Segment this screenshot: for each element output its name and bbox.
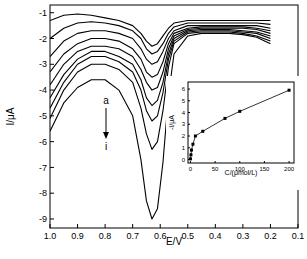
y-tick-label: 5: [182, 98, 186, 104]
x-tick-label: 0.3: [237, 231, 250, 241]
x-tick: [239, 161, 240, 163]
x-tick: [160, 224, 161, 228]
y-tick: [188, 124, 190, 125]
marker: [189, 153, 192, 156]
x-tick-label: 1.0: [44, 231, 57, 241]
marker: [223, 117, 226, 120]
x-tick: [215, 161, 216, 163]
x-tick-label: 0.5: [182, 231, 195, 241]
chart: 1.0 0.9 0.8 0.7 0.6 0.5 0.4 0.3 0.2 0.1 -1 -2 -3 -4 -5…: [0, 0, 307, 259]
x-tick: [242, 224, 243, 228]
y-tick-label: -2: [39, 34, 47, 44]
x-tick-label: 0.7: [126, 231, 139, 241]
y-axis-label: -I/μA: [168, 115, 176, 130]
annotation: a: [103, 95, 109, 106]
marker: [288, 89, 291, 92]
curve: [190, 90, 289, 159]
y-tick-label: -9: [39, 214, 47, 224]
y-tick: [50, 218, 54, 219]
y-tick: [50, 167, 54, 168]
x-tick-label: 0.4: [209, 231, 222, 241]
marker: [189, 157, 192, 160]
y-tick-label: 4: [182, 110, 186, 116]
y-tick-label: 3: [182, 121, 186, 127]
x-tick-label: 0.8: [99, 231, 112, 241]
x-tick: [270, 224, 271, 228]
annotation: i: [105, 141, 107, 152]
marker: [191, 143, 194, 146]
x-tick: [264, 161, 265, 163]
y-tick-label: -6: [39, 137, 47, 147]
y-tick-label: 0: [182, 157, 186, 163]
y-tick-label: 1: [182, 145, 186, 151]
y-tick: [188, 100, 190, 101]
y-tick: [50, 12, 54, 13]
plot-area: [189, 89, 291, 161]
x-tick-label: 0.9: [71, 231, 84, 241]
y-tick: [50, 193, 54, 194]
y-tick-label: -5: [39, 111, 47, 121]
x-tick-label: 0.6: [154, 231, 167, 241]
y-tick: [188, 147, 190, 148]
y-tick: [188, 112, 190, 113]
y-tick-label: -4: [39, 85, 47, 95]
x-tick: [77, 224, 78, 228]
x-axis-label: E/V: [166, 236, 182, 247]
x-tick-label: 200: [284, 166, 295, 172]
marker: [201, 130, 204, 133]
marker: [190, 149, 193, 152]
x-tick: [215, 224, 216, 228]
y-tick: [188, 136, 190, 137]
x-tick-label: 150: [259, 166, 270, 172]
marker: [238, 110, 241, 113]
y-tick: [50, 141, 54, 142]
y-tick-label: -8: [39, 188, 47, 198]
y-tick-label: -7: [39, 163, 47, 173]
y-tick-label: -3: [39, 59, 47, 69]
y-tick-label: -1: [39, 8, 47, 18]
inset-background: [166, 76, 299, 190]
frame: [50, 5, 298, 228]
x-tick: [289, 161, 290, 163]
x-tick: [50, 224, 51, 228]
y-tick: [50, 90, 54, 91]
y-tick-label: 6: [182, 86, 186, 92]
arrow-shaft: [106, 108, 107, 136]
y-tick-label: 2: [182, 133, 186, 139]
x-tick-label: 0: [189, 166, 193, 172]
y-tick: [50, 64, 54, 65]
x-tick: [105, 224, 106, 228]
x-tick: [190, 161, 191, 163]
x-tick: [187, 224, 188, 228]
y-axis-label: I/μA: [5, 107, 16, 125]
arrow-head: [103, 132, 109, 139]
marker: [194, 135, 197, 138]
x-tick-label: 0.1: [292, 231, 305, 241]
x-tick-label: 0.2: [264, 231, 277, 241]
frame: [188, 82, 294, 163]
y-tick: [188, 89, 190, 90]
x-axis-label: C/(μmol/L): [225, 169, 258, 177]
x-tick: [298, 224, 299, 228]
x-tick-label: 50: [212, 166, 219, 172]
x-tick: [132, 224, 133, 228]
